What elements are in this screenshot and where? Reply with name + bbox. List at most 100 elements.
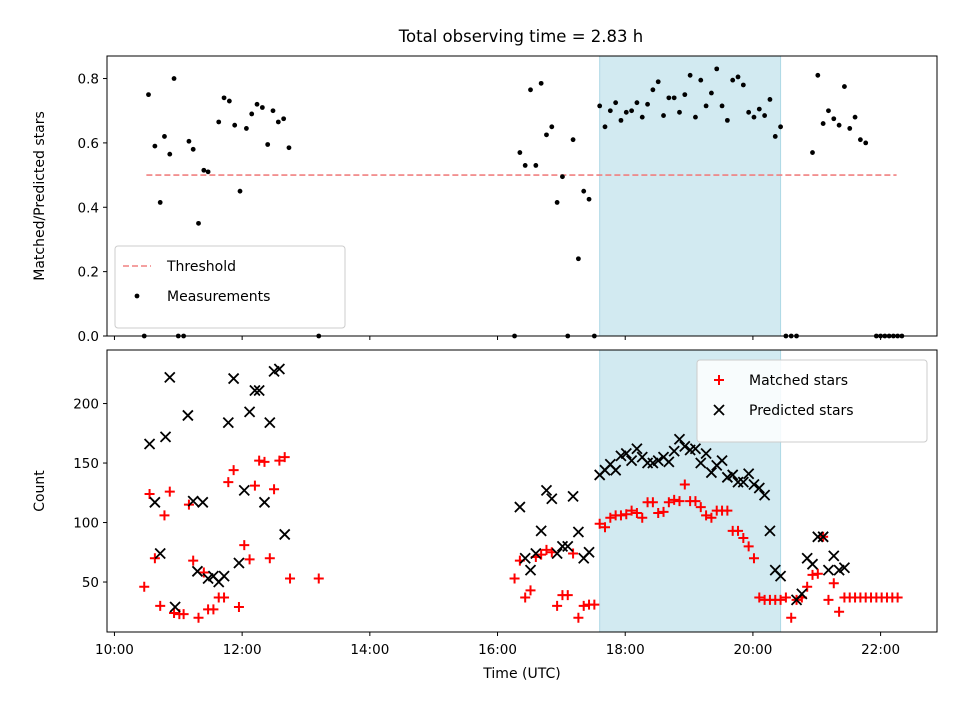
legend-swatch-predicted [713,404,725,416]
measurement-point [826,108,831,114]
y-tick-label: 150 [73,456,99,472]
matched-star-point [249,480,260,491]
matched-star-point [193,612,204,623]
matched-star-point [653,508,664,519]
predicted-star-point [238,484,250,497]
matched-star-point [701,510,712,521]
matched-star-point [695,502,706,513]
measurement-point [751,114,757,120]
predicted-star-point [218,570,230,582]
predicted-star-point [169,601,181,613]
measurement-point [232,122,238,128]
x-tick-label: 10:00 [95,642,134,658]
predicted-star-point [663,456,675,468]
measurement-point [698,77,704,83]
measurement-point [286,145,292,151]
measurement-point [249,111,255,117]
matched-star-point [748,553,759,564]
matched-star-point [568,548,579,559]
predicted-star-point [249,384,261,397]
matched-star-point [264,553,275,564]
matched-star-point [802,581,813,592]
matched-star-point [658,506,669,517]
measurement-point [270,108,276,114]
matched-star-point [188,555,199,566]
measurement-point [162,134,167,139]
predicted-star-point [753,482,765,494]
measurement-point [201,167,207,173]
matched-star-point [159,510,170,521]
predicted-star-point [227,372,240,385]
data-marks [139,363,903,623]
measurement-point [597,103,603,109]
measurement-point [810,150,815,155]
matched-star-point [743,541,754,552]
measurement-point [575,256,581,262]
predicted-star-point [556,540,569,552]
predicted-star-point [164,371,176,384]
predicted-star-point [143,438,156,450]
matched-star-point [780,592,791,603]
measurement-point [767,97,773,102]
matched-star-point [674,496,685,507]
matched-star-point [807,569,818,580]
top-panel: 0.0 0.2 0.4 0.6 0.8 Matched/Predicted stars Th… [32,55,938,345]
predicted-star-point [641,457,654,469]
measurement-point [762,113,768,118]
measurement-point [196,220,201,226]
measurement-point [586,196,592,202]
predicted-star-point [540,484,553,497]
measurement-point [703,103,709,109]
matched-star-point [669,494,680,505]
matched-star-point [259,456,270,467]
measurement-point [243,126,249,131]
predicted-star-point [583,546,595,558]
measurement-point [281,116,287,122]
predicted-star-point [727,469,739,481]
matched-star-point [228,465,239,476]
measurement-point [666,95,672,101]
measurement-point [863,140,869,146]
matched-star-point [144,488,155,499]
x-tick-label: 18:00 [606,642,645,658]
measurement-point [259,105,265,110]
matched-star-point [525,585,536,596]
predicted-star-point [273,363,286,375]
measurement-point [554,200,560,205]
y-tick-label: 0.0 [78,329,99,345]
measurement-point [613,100,619,106]
y-tick-label: 200 [73,397,99,413]
measurement-point [618,117,624,123]
measurement-point [724,117,730,123]
matched-star-point [600,522,610,533]
predicted-star-point [689,443,702,455]
measurement-point [847,126,853,131]
predicted-star-point [197,496,209,508]
predicted-star-point [796,588,808,600]
measurement-point [815,72,821,78]
predicted-star-point [524,564,537,576]
predicted-star-point [264,416,276,429]
predicted-star-point [567,490,579,502]
matched-star-point [313,573,324,584]
measurement-point [836,122,842,128]
matched-star-point [637,512,648,523]
predicted-star-point [732,476,744,488]
measurement-point [677,109,682,115]
measurement-point [221,95,227,101]
axes-frame [106,55,938,337]
predicted-star-point [758,489,771,501]
predicted-star-point [679,440,691,453]
measurement-point [265,142,271,147]
measurement-point [645,101,650,107]
predicted-star-point [806,558,819,570]
predicted-star-point [572,526,585,538]
measurement-point [607,108,613,114]
measurement-point [602,124,608,130]
measurement-point [639,114,645,120]
predicted-star-point [279,528,291,541]
matched-star-point [552,600,563,611]
matched-star-point [573,612,584,623]
measurement-point [216,119,222,125]
